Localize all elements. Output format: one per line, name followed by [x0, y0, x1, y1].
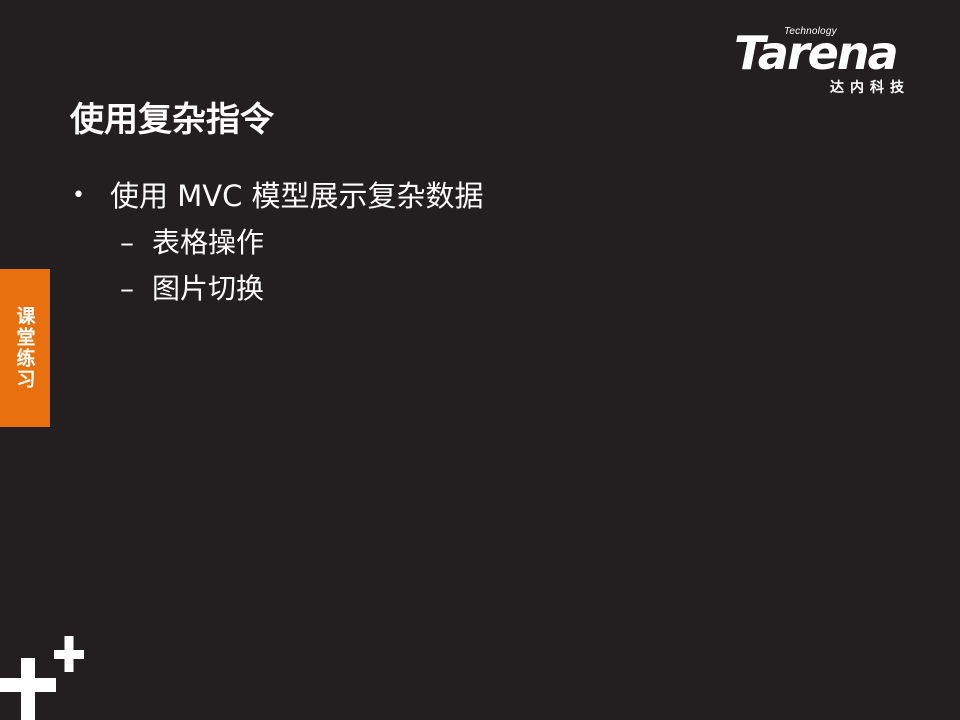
side-tab-label: 课堂练习: [13, 306, 36, 390]
sub-bullet-item: – 表格操作: [120, 220, 484, 266]
bullet-main-line: • 使用 MVC 模型展示复杂数据: [72, 172, 484, 220]
logo-technology-label: Technology: [784, 26, 837, 37]
sub-bullet-text: 图片切换: [152, 272, 265, 305]
sub-bullet-item: – 图片切换: [120, 266, 484, 312]
bullet-item: • 使用 MVC 模型展示复杂数据 – 表格操作 – 图片切换: [72, 172, 484, 312]
bullet-list: • 使用 MVC 模型展示复杂数据 – 表格操作 – 图片切换: [72, 172, 484, 312]
sub-bullet-list: – 表格操作 – 图片切换: [72, 220, 484, 312]
slide-title: 使用复杂指令: [70, 100, 274, 140]
logo-chinese-label: 达内科技: [830, 80, 910, 96]
tarena-logo: Tarena Technology 达内科技: [730, 22, 930, 102]
logo-wordmark: Tarena: [734, 26, 899, 80]
sub-bullet-marker: –: [120, 226, 134, 259]
bullet-text: 使用 MVC 模型展示复杂数据: [110, 179, 484, 213]
side-tab-classroom-practice: 课堂练习: [0, 269, 50, 427]
sub-bullet-text: 表格操作: [152, 226, 265, 259]
bullet-marker: •: [72, 183, 85, 208]
plus-cross-icon: [0, 636, 84, 720]
sub-bullet-marker: –: [120, 272, 134, 305]
